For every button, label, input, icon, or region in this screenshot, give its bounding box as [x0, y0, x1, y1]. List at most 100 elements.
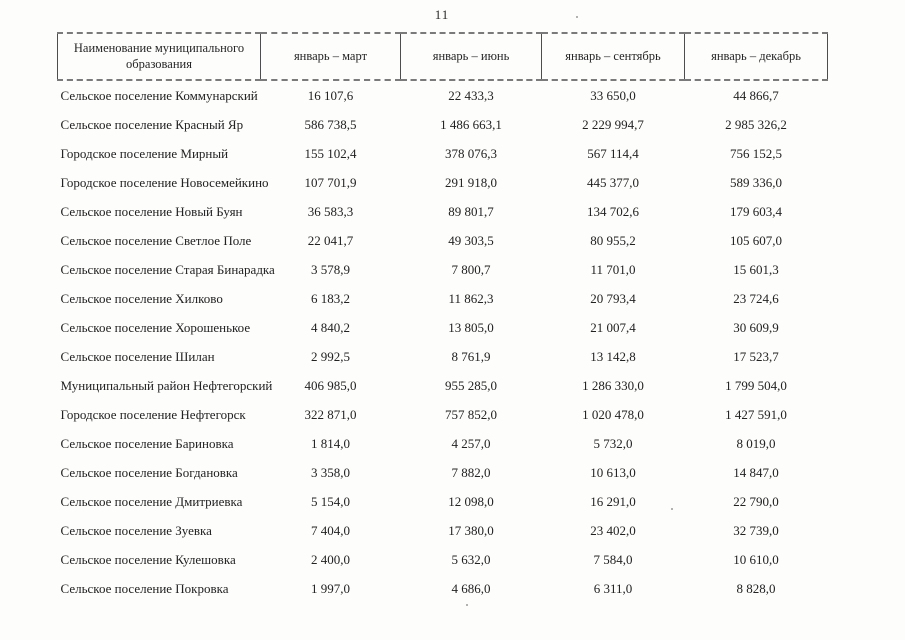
table-row: Сельское поселение Шилан 2 992,5 8 761,9…	[58, 342, 828, 371]
value-cell: 1 799 504,0	[725, 377, 787, 393]
value-cell: 22 041,7	[307, 232, 354, 248]
value-cell: 2 992,5	[311, 348, 350, 364]
municipality-name-cell: Сельское поселение Красный Яр	[60, 116, 244, 132]
value-cell: 567 114,4	[587, 145, 639, 161]
municipality-name-cell: Сельское поселение Новый Буян	[60, 203, 243, 219]
value-cell: 291 918,0	[445, 174, 497, 190]
table-row: Сельское поселение Хилково 6 183,2 11 86…	[58, 284, 828, 313]
value-cell: 8 761,9	[451, 348, 491, 364]
value-cell: 49 303,5	[448, 232, 494, 248]
value-cell: 30 609,9	[733, 319, 779, 335]
value-cell: 378 076,3	[445, 145, 497, 161]
value-cell: 33 650,0	[590, 87, 636, 103]
value-cell: 589 336,0	[730, 174, 782, 190]
municipality-name-cell: Городское поселение Новосемейкино	[60, 174, 269, 190]
value-cell: 955 285,0	[445, 377, 497, 393]
municipality-name-cell: Сельское поселение Покровка	[60, 580, 229, 596]
value-cell: 8 828,0	[736, 580, 776, 596]
value-cell: 10 610,0	[733, 551, 779, 567]
header-municipality-name: Наименование муниципального образования	[57, 32, 261, 81]
table-row: Сельское поселение Дмитриевка 5 154,0 12…	[58, 487, 828, 516]
scan-artifact	[466, 604, 468, 606]
table-row: Городское поселение Мирный 155 102,4 378…	[58, 139, 828, 168]
table-row: Сельское поселение Светлое Поле 22 041,7…	[58, 226, 828, 255]
value-cell: 7 404,0	[311, 522, 350, 538]
value-cell: 757 852,0	[445, 406, 497, 422]
value-cell: 1 427 591,0	[725, 406, 787, 422]
value-cell: 1 286 330,0	[582, 377, 644, 393]
municipality-name-cell: Сельское поселение Светлое Поле	[60, 232, 252, 248]
table-row: Сельское поселение Кулешовка 2 400,0 5 6…	[58, 545, 828, 574]
table-body: Сельское поселение Коммунарский 16 107,6…	[58, 80, 828, 603]
header-period-jan-dec: январь – декабрь	[684, 32, 828, 81]
value-cell: 3 358,0	[311, 464, 350, 480]
value-cell: 3 578,9	[311, 261, 350, 277]
value-cell: 10 613,0	[590, 464, 636, 480]
value-cell: 155 102,4	[304, 145, 357, 161]
value-cell: 8 019,0	[736, 435, 776, 451]
value-cell: 89 801,7	[448, 203, 494, 219]
header-period-jan-sep: январь – сентябрь	[541, 32, 685, 81]
table-row: Сельское поселение Коммунарский 16 107,6…	[58, 80, 828, 110]
value-cell: 7 800,7	[451, 261, 491, 277]
value-cell: 1 814,0	[311, 435, 350, 451]
municipality-name-cell: Сельское поселение Кулешовка	[60, 551, 236, 567]
table-row: Муниципальный район Нефтегорский 406 985…	[58, 371, 828, 400]
municipality-name-cell: Городское поселение Мирный	[60, 145, 229, 161]
value-cell: 22 433,3	[448, 87, 494, 103]
value-cell: 5 632,0	[451, 551, 491, 567]
municipality-name-cell: Городское поселение Нефтегорск	[60, 406, 246, 422]
value-cell: 105 607,0	[730, 232, 782, 248]
municipal-budget-table: Наименование муниципального образования …	[57, 32, 828, 603]
value-cell: 134 702,6	[587, 203, 639, 219]
table-row: Городское поселение Нефтегорск 322 871,0…	[58, 400, 828, 429]
value-cell: 2 985 326,2	[725, 116, 787, 132]
value-cell: 13 142,8	[590, 348, 636, 364]
table-row: Городское поселение Новосемейкино 107 70…	[58, 168, 828, 197]
value-cell: 179 603,4	[730, 203, 782, 219]
value-cell: 4 686,0	[451, 580, 491, 596]
value-cell: 6 311,0	[593, 580, 633, 596]
municipality-name-cell: Сельское поселение Богдановка	[60, 464, 238, 480]
value-cell: 107 701,9	[304, 174, 357, 190]
table-row: Сельское поселение Хорошенькое 4 840,2 1…	[58, 313, 828, 342]
value-cell: 1 486 663,1	[440, 116, 502, 132]
table-row: Сельское поселение Новый Буян 36 583,3 8…	[58, 197, 828, 226]
value-cell: 11 862,3	[448, 290, 494, 306]
table-header: Наименование муниципального образования …	[57, 32, 828, 81]
municipality-name-cell: Сельское поселение Зуевка	[60, 522, 212, 538]
value-cell: 322 871,0	[304, 406, 357, 422]
value-cell: 20 793,4	[590, 290, 636, 306]
value-cell: 756 152,5	[730, 145, 782, 161]
table-row: Сельское поселение Богдановка 3 358,0 7 …	[58, 458, 828, 487]
value-cell: 16 291,0	[590, 493, 636, 509]
value-cell: 2 229 994,7	[582, 116, 644, 132]
value-cell: 7 584,0	[593, 551, 633, 567]
municipality-name-cell: Сельское поселение Бариновка	[60, 435, 234, 451]
value-cell: 445 377,0	[587, 174, 639, 190]
value-cell: 6 183,2	[311, 290, 350, 306]
value-cell: 16 107,6	[307, 87, 354, 103]
table-row: Сельское поселение Зуевка 7 404,0 17 380…	[58, 516, 828, 545]
value-cell: 13 805,0	[448, 319, 494, 335]
header-period-jan-jun: январь – июнь	[400, 32, 542, 81]
header-period-jan-mar: январь – март	[260, 32, 401, 81]
page-number: 11	[434, 7, 450, 22]
scan-artifact	[576, 16, 578, 18]
table-row: Сельское поселение Бариновка 1 814,0 4 2…	[58, 429, 828, 458]
municipality-name-cell: Сельское поселение Шилан	[60, 348, 215, 364]
value-cell: 1 020 478,0	[582, 406, 644, 422]
value-cell: 5 154,0	[311, 493, 350, 509]
value-cell: 21 007,4	[590, 319, 636, 335]
value-cell: 406 985,0	[304, 377, 357, 393]
value-cell: 4 257,0	[451, 435, 491, 451]
value-cell: 17 380,0	[448, 522, 494, 538]
value-cell: 44 866,7	[733, 87, 779, 103]
value-cell: 80 955,2	[590, 232, 636, 248]
value-cell: 11 701,0	[590, 261, 636, 277]
municipality-name-cell: Сельское поселение Старая Бинарадка	[60, 261, 275, 277]
scan-artifact	[671, 508, 673, 510]
municipality-name-cell: Сельское поселение Хилково	[60, 290, 223, 306]
municipality-name-cell: Сельское поселение Дмитриевка	[60, 493, 243, 509]
value-cell: 23 402,0	[590, 522, 636, 538]
